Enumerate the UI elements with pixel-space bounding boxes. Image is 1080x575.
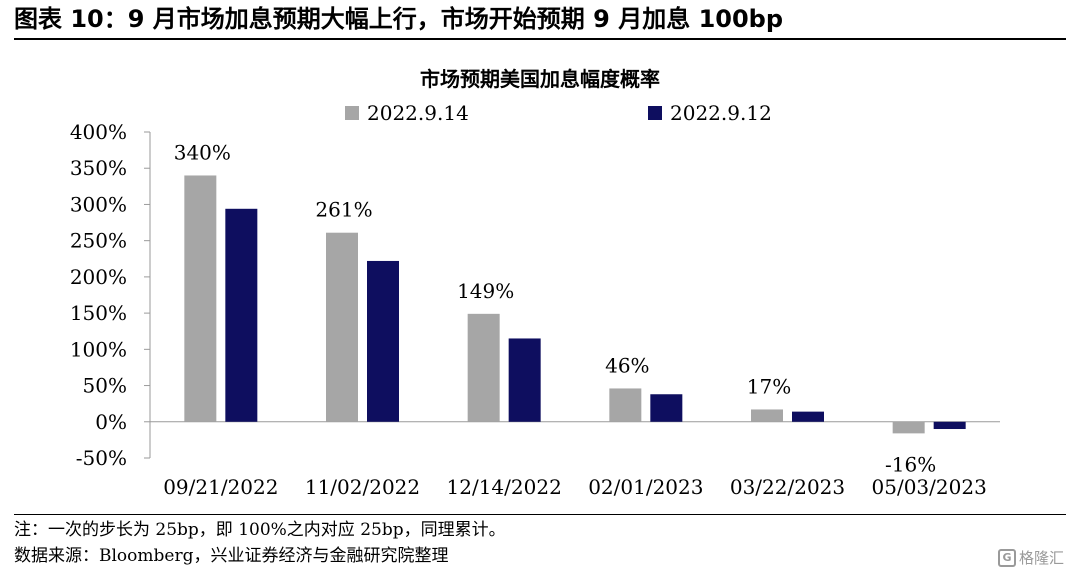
bar-series-2	[792, 411, 824, 422]
bar-chart: 市场预期美国加息幅度概率 2022.9.14 2022.9.12 -50% 0% 50% 1…	[70, 67, 1000, 499]
y-tick-label: 300%	[70, 192, 127, 216]
y-tick-label: 250%	[70, 229, 127, 253]
x-tick-label: 03/22/2023	[730, 475, 845, 499]
bar-series-2	[933, 421, 966, 430]
y-tick-label: 400%	[70, 120, 127, 144]
bar-series-1	[751, 409, 783, 422]
x-tick-label: 05/03/2023	[872, 475, 987, 499]
y-tick-label: 0%	[95, 410, 127, 434]
chart-note: 注：一次的步长为 25bp，即 100%之内对应 25bp，同理累计。	[14, 520, 506, 540]
bar-series-2	[650, 394, 683, 422]
bar-series-1	[326, 232, 358, 422]
title-divider	[14, 38, 1066, 40]
watermark-text: 格隆汇	[1018, 549, 1064, 567]
data-source: 数据来源：Bloomberg，兴业证券经济与金融研究院整理	[14, 546, 449, 566]
data-label: 340%	[174, 140, 231, 164]
y-tick-label: 100%	[70, 337, 127, 361]
chart-title: 市场预期美国加息幅度概率	[420, 67, 660, 91]
data-label: 46%	[605, 353, 649, 377]
legend-label-1: 2022.9.14	[367, 101, 469, 125]
bar-series-1	[609, 388, 642, 422]
data-label: 149%	[457, 279, 514, 303]
footer-divider	[14, 514, 1066, 515]
x-tick-label: 11/02/2022	[305, 475, 420, 499]
watermark-logo-icon: G	[997, 548, 1016, 567]
data-label: 261%	[315, 198, 372, 222]
bar-series-2	[225, 208, 258, 422]
data-label: 17%	[747, 374, 791, 398]
x-tick-label: 09/21/2022	[163, 475, 278, 499]
figure-title: 图表 10：9 月市场加息预期大幅上行，市场开始预期 9 月加息 100bp	[14, 5, 784, 33]
legend-swatch-1	[345, 106, 359, 120]
bar-series-1	[467, 313, 500, 422]
y-tick-label: 150%	[70, 301, 127, 325]
x-tick-label: 02/01/2023	[588, 475, 703, 499]
legend-label-2: 2022.9.12	[670, 101, 772, 125]
y-tick-label: -50%	[76, 446, 127, 470]
watermark: G 格隆汇	[997, 547, 1064, 568]
bar-series-1	[892, 421, 925, 434]
x-tick-label: 12/14/2022	[447, 475, 562, 499]
legend-swatch-2	[648, 106, 662, 120]
bar-series-2	[367, 260, 399, 422]
y-tick-label: 350%	[70, 156, 127, 180]
y-tick-label: 200%	[70, 265, 127, 289]
y-tick-label: 50%	[83, 374, 127, 398]
bar-series-1	[184, 175, 217, 422]
bar-series-2	[508, 338, 541, 422]
data-label: -16%	[885, 452, 936, 476]
